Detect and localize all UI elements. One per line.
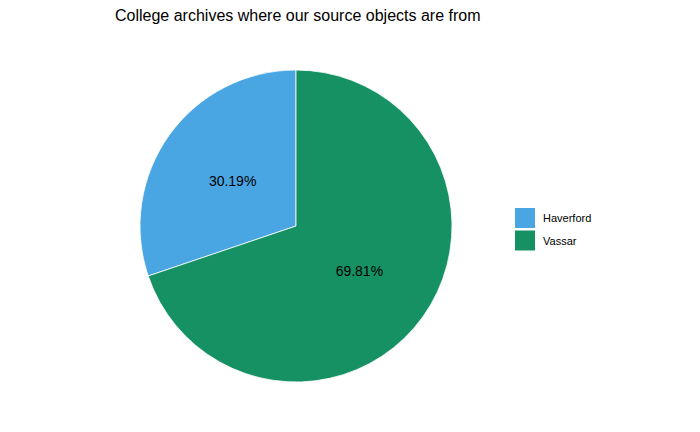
slices [140, 70, 452, 382]
legend-swatch [515, 231, 535, 251]
legend-swatch [515, 208, 535, 228]
title: College archives where our source object… [115, 7, 481, 24]
legend: Haverford Vassar [515, 208, 591, 251]
legend-label: Vassar [543, 235, 577, 247]
chart: College archives where our source object… [0, 0, 700, 432]
slice [148, 70, 452, 382]
legend-label: Haverford [543, 212, 591, 224]
data-label: 30.19% [209, 173, 256, 189]
data-labels: 30.19% 69.81% [209, 173, 383, 280]
data-label: 69.81% [336, 263, 383, 279]
